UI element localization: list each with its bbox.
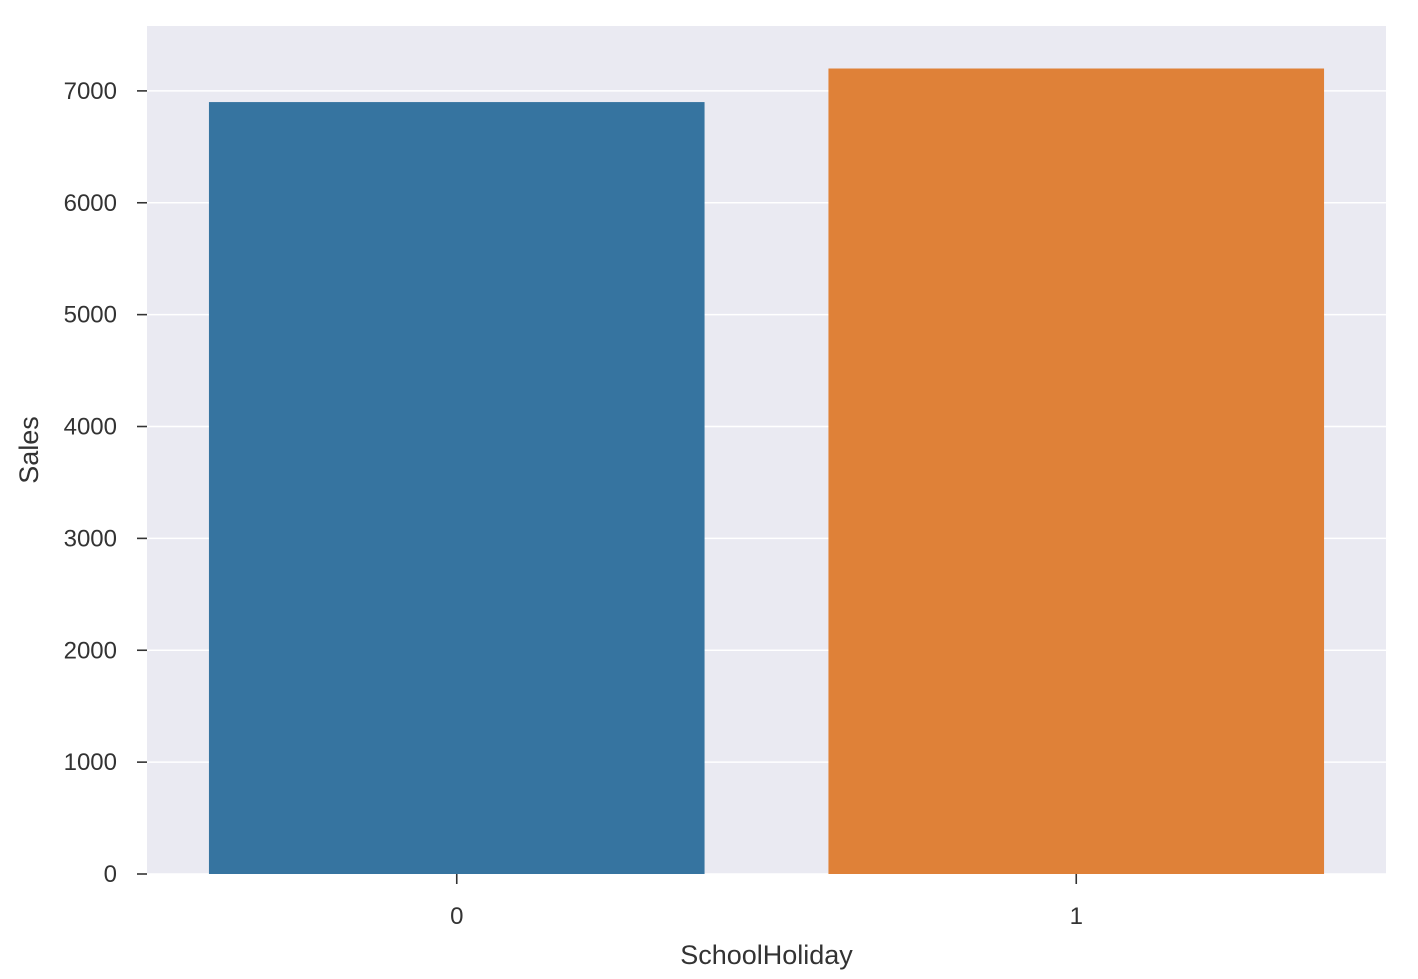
y-tick-label: 7000	[64, 78, 117, 105]
y-axis-ticks: 0 1000 2000 3000 4000 5000 6000 7000	[64, 78, 147, 888]
y-tick-label: 0	[104, 861, 117, 888]
bar-0	[208, 102, 705, 875]
y-tick-label: 4000	[64, 414, 117, 441]
x-tick-label: 1	[1070, 903, 1083, 930]
y-tick-label: 5000	[64, 302, 117, 329]
x-tick-label: 0	[450, 903, 463, 930]
y-tick-label: 3000	[64, 525, 117, 552]
y-tick-label: 1000	[64, 749, 117, 776]
x-axis-label: SchoolHoliday	[680, 940, 853, 970]
bar-1	[828, 68, 1325, 875]
y-tick-label: 2000	[64, 637, 117, 664]
y-tick-label: 6000	[64, 190, 117, 217]
y-axis-label: Sales	[14, 416, 44, 484]
bars	[208, 68, 1325, 875]
